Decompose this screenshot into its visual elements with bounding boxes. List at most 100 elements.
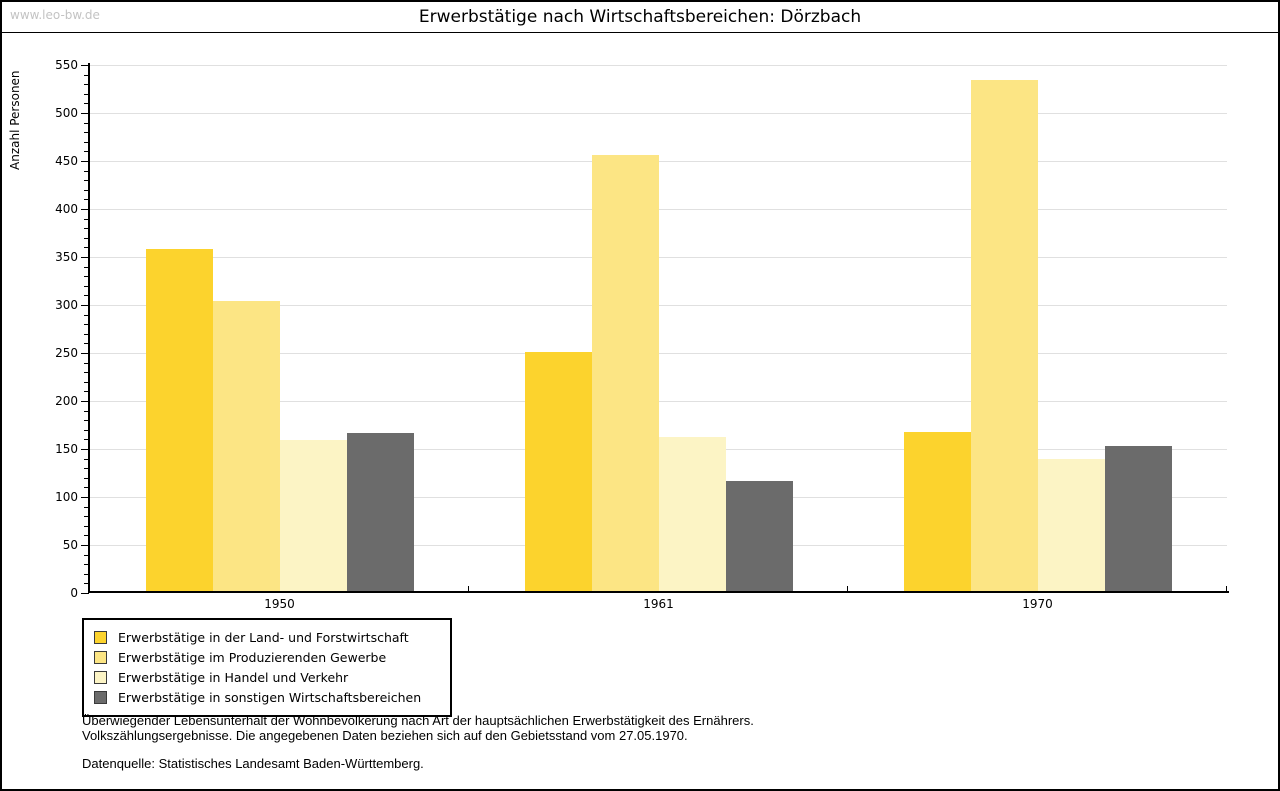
y-minor-tick bbox=[84, 84, 89, 86]
y-minor-tick bbox=[84, 535, 89, 537]
y-minor-tick bbox=[84, 324, 89, 326]
legend: Erwerbstätige in der Land- und Forstwirt… bbox=[82, 618, 452, 717]
y-tick-label: 400 bbox=[55, 202, 78, 216]
y-major-tick bbox=[81, 545, 89, 546]
y-minor-tick bbox=[84, 564, 89, 566]
gridline bbox=[90, 161, 1227, 162]
legend-item-3: Erwerbstätige in Handel und Verkehr bbox=[94, 667, 440, 687]
y-minor-tick bbox=[84, 218, 89, 220]
y-major-tick bbox=[81, 401, 89, 402]
y-major-tick bbox=[81, 449, 89, 450]
y-minor-tick bbox=[84, 391, 89, 393]
bar-1970-series4 bbox=[1104, 446, 1172, 593]
x-boundary-tick bbox=[468, 586, 469, 591]
legend-label-4: Erwerbstätige in sonstigen Wirtschaftsbe… bbox=[118, 689, 422, 705]
legend-label-3: Erwerbstätige in Handel und Verkehr bbox=[118, 669, 349, 685]
footer-note-line1: Überwiegender Lebensunterhalt der Wohnbe… bbox=[82, 713, 754, 728]
y-minor-tick bbox=[84, 381, 89, 383]
y-minor-tick bbox=[84, 276, 89, 278]
header-divider bbox=[2, 32, 1278, 33]
y-major-tick bbox=[81, 113, 89, 114]
bar-1961-series2 bbox=[591, 155, 659, 593]
gridline bbox=[90, 209, 1227, 210]
gridline bbox=[90, 353, 1227, 354]
y-major-tick bbox=[81, 257, 89, 258]
y-major-tick bbox=[81, 497, 89, 498]
legend-item-2: Erwerbstätige im Produzierenden Gewerbe bbox=[94, 647, 440, 667]
y-minor-tick bbox=[84, 151, 89, 153]
y-minor-tick bbox=[84, 247, 89, 249]
y-tick-label: 150 bbox=[55, 442, 78, 456]
x-boundary-tick bbox=[847, 586, 848, 591]
y-minor-tick bbox=[84, 189, 89, 191]
bar-1970-series3 bbox=[1037, 458, 1105, 593]
y-major-tick bbox=[81, 305, 89, 306]
gridline bbox=[90, 305, 1227, 306]
plot-area bbox=[90, 65, 1227, 593]
bar-1950-series3 bbox=[279, 440, 347, 593]
legend-label-1: Erwerbstätige in der Land- und Forstwirt… bbox=[118, 629, 409, 645]
bar-1961-series3 bbox=[658, 437, 726, 593]
y-tick-label: 500 bbox=[55, 106, 78, 120]
y-major-tick bbox=[81, 209, 89, 210]
y-minor-tick bbox=[84, 180, 89, 182]
legend-swatch-3 bbox=[94, 670, 107, 684]
y-tick-label: 350 bbox=[55, 250, 78, 264]
y-minor-tick bbox=[84, 343, 89, 345]
y-minor-tick bbox=[84, 314, 89, 316]
y-tick-label: 100 bbox=[55, 490, 78, 504]
footer-note-line2: Volkszählungsergebnisse. Die angegebenen… bbox=[82, 728, 688, 743]
y-minor-tick bbox=[84, 554, 89, 556]
footer-source: Datenquelle: Statistisches Landesamt Bad… bbox=[82, 756, 424, 771]
bar-1961-series4 bbox=[725, 480, 793, 593]
y-minor-tick bbox=[84, 333, 89, 335]
x-axis-line bbox=[88, 591, 1229, 593]
y-minor-tick bbox=[84, 429, 89, 431]
legend-item-4: Erwerbstätige in sonstigen Wirtschaftsbe… bbox=[94, 687, 440, 707]
y-minor-tick bbox=[84, 468, 89, 470]
y-minor-tick bbox=[84, 295, 89, 297]
y-minor-tick bbox=[84, 477, 89, 479]
bar-1961-series1 bbox=[524, 352, 592, 593]
legend-swatch-2 bbox=[94, 650, 107, 664]
y-tick-label: 200 bbox=[55, 394, 78, 408]
y-minor-tick bbox=[84, 525, 89, 527]
legend-swatch-4 bbox=[94, 690, 107, 704]
gridline bbox=[90, 113, 1227, 114]
y-minor-tick bbox=[84, 93, 89, 95]
y-minor-tick bbox=[84, 228, 89, 230]
y-minor-tick bbox=[84, 516, 89, 518]
y-major-tick bbox=[81, 353, 89, 354]
watermark: www.leo-bw.de bbox=[10, 8, 100, 22]
x-category-label: 1961 bbox=[643, 597, 674, 611]
bar-1950-series2 bbox=[212, 301, 280, 593]
y-minor-tick bbox=[84, 583, 89, 585]
x-category-label: 1950 bbox=[264, 597, 295, 611]
y-minor-tick bbox=[84, 170, 89, 172]
y-minor-tick bbox=[84, 372, 89, 374]
y-minor-tick bbox=[84, 362, 89, 364]
y-minor-tick bbox=[84, 132, 89, 134]
x-category-label: 1970 bbox=[1022, 597, 1053, 611]
y-axis-title: Anzahl Personen bbox=[8, 70, 22, 170]
legend-item-1: Erwerbstätige in der Land- und Forstwirt… bbox=[94, 627, 440, 647]
y-major-tick bbox=[81, 593, 89, 594]
y-minor-tick bbox=[84, 237, 89, 239]
gridline bbox=[90, 65, 1227, 66]
gridline bbox=[90, 401, 1227, 402]
y-minor-tick bbox=[84, 487, 89, 489]
page-title: Erwerbstätige nach Wirtschaftsbereichen:… bbox=[418, 7, 862, 27]
y-tick-label: 250 bbox=[55, 346, 78, 360]
gridline bbox=[90, 257, 1227, 258]
bar-1950-series4 bbox=[346, 432, 414, 593]
legend-label-2: Erwerbstätige im Produzierenden Gewerbe bbox=[118, 649, 387, 665]
y-minor-tick bbox=[84, 141, 89, 143]
y-tick-label: 50 bbox=[62, 538, 78, 552]
footer: Überwiegender Lebensunterhalt der Wohnbe… bbox=[82, 713, 1182, 771]
y-minor-tick bbox=[84, 74, 89, 76]
y-minor-tick bbox=[84, 103, 89, 105]
x-boundary-tick bbox=[1226, 586, 1227, 591]
bar-1970-series1 bbox=[903, 431, 971, 593]
y-minor-tick bbox=[84, 420, 89, 422]
